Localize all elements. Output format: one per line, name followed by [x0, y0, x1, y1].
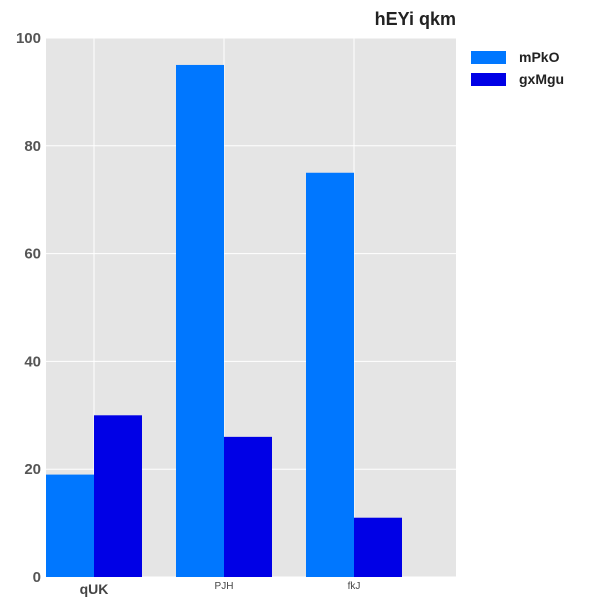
bar-mPkO-qUK	[46, 474, 94, 577]
y-tick-label: 80	[24, 138, 41, 155]
legend-label: gxMgu	[519, 71, 564, 87]
legend-label: mPkO	[519, 49, 560, 65]
x-tick-label: qUK	[80, 581, 109, 597]
chart-title: hEYi qkm	[375, 9, 456, 29]
y-tick-label: 20	[24, 461, 41, 478]
legend-swatch	[471, 51, 506, 64]
x-tick-label: fkJ	[348, 581, 361, 592]
legend[interactable]: mPkO gxMgu	[471, 49, 564, 87]
legend-swatch	[471, 73, 506, 86]
bar-mPkO-fkJ	[306, 172, 354, 577]
bar-gxMgu-PJH	[224, 436, 272, 577]
bar-gxMgu-fkJ	[354, 517, 402, 577]
y-axis-ticks: 0 20 40 60 80 100	[16, 30, 41, 586]
bars	[46, 64, 402, 577]
x-axis-ticks: qUK PJH fkJ	[80, 581, 361, 597]
y-tick-label: 100	[16, 30, 41, 47]
x-tick-label: PJH	[215, 581, 234, 592]
bar-mPkO-PJH	[176, 64, 224, 577]
bar-gxMgu-qUK	[94, 415, 142, 577]
y-tick-label: 0	[33, 569, 41, 586]
y-tick-label: 40	[24, 353, 41, 370]
y-tick-label: 60	[24, 246, 41, 263]
